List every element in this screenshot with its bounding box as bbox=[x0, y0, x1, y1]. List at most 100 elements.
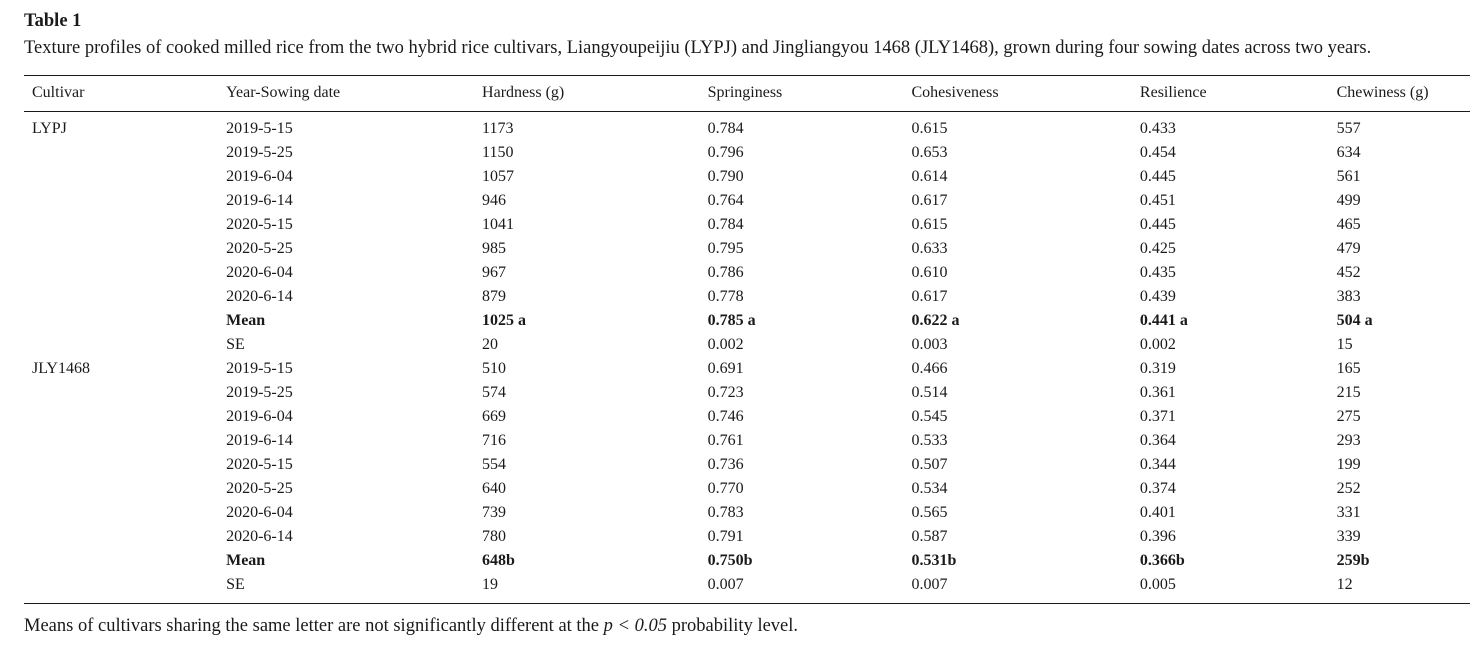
cell-cultivar bbox=[24, 285, 222, 309]
cell-year-sowing-date: 2020-6-14 bbox=[226, 527, 293, 545]
cell-springiness: 0.691 bbox=[707, 359, 744, 377]
cell-springiness: 0.785 a bbox=[707, 311, 756, 329]
cell-cultivar bbox=[24, 165, 222, 189]
table-row: Mean 648b 0.750b 0.531b 0.366b 259b bbox=[24, 549, 1470, 573]
cell-chewiness: 557 bbox=[1336, 119, 1361, 137]
texture-profile-table: Cultivar Year-Sowing date Hardness (g) S… bbox=[24, 74, 1470, 604]
cell-resilience: 0.396 bbox=[1139, 527, 1176, 545]
cell-hardness: 19 bbox=[482, 575, 499, 593]
table-title: Table 1 bbox=[24, 11, 82, 31]
cell-cultivar bbox=[24, 189, 222, 213]
cell-resilience: 0.445 bbox=[1139, 167, 1176, 185]
cell-chewiness: 383 bbox=[1336, 287, 1361, 305]
cell-chewiness: 331 bbox=[1336, 503, 1361, 521]
cell-hardness: 510 bbox=[482, 359, 507, 377]
table-row: Mean 1025 a 0.785 a 0.622 a 0.441 a 504 a bbox=[24, 309, 1470, 333]
cell-springiness: 0.790 bbox=[707, 167, 744, 185]
cell-resilience: 0.433 bbox=[1139, 119, 1176, 137]
cell-year-sowing-date: Mean bbox=[226, 311, 266, 329]
cell-cultivar: LYPJ bbox=[32, 119, 67, 137]
cell-chewiness: 275 bbox=[1336, 407, 1361, 425]
cell-resilience: 0.005 bbox=[1139, 575, 1176, 593]
cell-cohesiveness: 0.533 bbox=[911, 431, 948, 449]
cell-cultivar bbox=[24, 477, 222, 501]
cell-resilience: 0.439 bbox=[1139, 287, 1176, 305]
cell-cohesiveness: 0.615 bbox=[911, 215, 948, 233]
table-row: 2020-6-04 967 0.786 0.610 0.435 452 bbox=[24, 261, 1470, 285]
table-row: 2020-6-14 879 0.778 0.617 0.439 383 bbox=[24, 285, 1470, 309]
table-row: 2019-6-04 1057 0.790 0.614 0.445 561 bbox=[24, 165, 1470, 189]
cell-hardness: 1041 bbox=[482, 215, 515, 233]
col-header-chewiness: Chewiness (g) bbox=[1332, 75, 1470, 112]
col-header-hardness: Hardness (g) bbox=[478, 75, 704, 112]
cell-chewiness: 452 bbox=[1336, 263, 1361, 281]
table-row: SE 20 0.002 0.003 0.002 15 bbox=[24, 333, 1470, 357]
footnote-p-value: p < 0.05 bbox=[603, 615, 668, 636]
cell-resilience: 0.371 bbox=[1139, 407, 1176, 425]
cell-hardness: 669 bbox=[482, 407, 507, 425]
cell-resilience: 0.002 bbox=[1139, 335, 1176, 353]
cell-cohesiveness: 0.507 bbox=[911, 455, 948, 473]
cell-springiness: 0.750b bbox=[707, 551, 753, 569]
table-row: 2020-5-15 554 0.736 0.507 0.344 199 bbox=[24, 453, 1470, 477]
cell-springiness: 0.783 bbox=[707, 503, 744, 521]
cell-cohesiveness: 0.514 bbox=[911, 383, 948, 401]
cell-year-sowing-date: Mean bbox=[226, 551, 266, 569]
cell-cultivar bbox=[24, 501, 222, 525]
table-row: 2019-6-14 946 0.764 0.617 0.451 499 bbox=[24, 189, 1470, 213]
cell-cultivar bbox=[24, 309, 222, 333]
cell-resilience: 0.441 a bbox=[1139, 311, 1188, 329]
cell-cohesiveness: 0.007 bbox=[911, 575, 948, 593]
cell-year-sowing-date: 2020-5-25 bbox=[226, 239, 293, 257]
header-row: Cultivar Year-Sowing date Hardness (g) S… bbox=[24, 75, 1470, 112]
cell-chewiness: 634 bbox=[1336, 143, 1361, 161]
cell-chewiness: 479 bbox=[1336, 239, 1361, 257]
cell-cultivar bbox=[24, 429, 222, 453]
footnote-text-pre: Means of cultivars sharing the same lett… bbox=[24, 615, 604, 636]
cell-chewiness: 259b bbox=[1336, 551, 1370, 569]
cell-cultivar bbox=[24, 333, 222, 357]
cell-springiness: 0.007 bbox=[707, 575, 744, 593]
cell-resilience: 0.361 bbox=[1139, 383, 1176, 401]
cell-cohesiveness: 0.622 a bbox=[911, 311, 960, 329]
col-header-resilience: Resilience bbox=[1135, 75, 1333, 112]
table-row: SE 19 0.007 0.007 0.005 12 bbox=[24, 573, 1470, 604]
cell-year-sowing-date: 2020-5-15 bbox=[226, 455, 293, 473]
cell-springiness: 0.784 bbox=[707, 215, 744, 233]
footnote-text-post: probability level. bbox=[667, 615, 799, 636]
cell-chewiness: 339 bbox=[1336, 527, 1361, 545]
cell-resilience: 0.451 bbox=[1139, 191, 1176, 209]
cell-year-sowing-date: 2019-6-14 bbox=[226, 191, 293, 209]
table-row: 2019-5-25 1150 0.796 0.653 0.454 634 bbox=[24, 141, 1470, 165]
cell-cohesiveness: 0.534 bbox=[911, 479, 948, 497]
cell-hardness: 1057 bbox=[482, 167, 515, 185]
cell-chewiness: 293 bbox=[1336, 431, 1361, 449]
cell-hardness: 716 bbox=[482, 431, 507, 449]
cell-springiness: 0.761 bbox=[707, 431, 744, 449]
cell-year-sowing-date: SE bbox=[226, 335, 245, 353]
cell-year-sowing-date: 2020-5-25 bbox=[226, 479, 293, 497]
cell-year-sowing-date: 2020-6-14 bbox=[226, 287, 293, 305]
cell-chewiness: 165 bbox=[1336, 359, 1361, 377]
cell-springiness: 0.786 bbox=[707, 263, 744, 281]
cell-cohesiveness: 0.545 bbox=[911, 407, 948, 425]
cell-hardness: 780 bbox=[482, 527, 507, 545]
cell-hardness: 967 bbox=[482, 263, 507, 281]
cell-cohesiveness: 0.610 bbox=[911, 263, 948, 281]
cell-cultivar: JLY1468 bbox=[32, 359, 90, 377]
cell-resilience: 0.344 bbox=[1139, 455, 1176, 473]
cell-hardness: 985 bbox=[482, 239, 507, 257]
cell-springiness: 0.770 bbox=[707, 479, 744, 497]
table-row: LYPJ 2019-5-15 1173 0.784 0.615 0.433 557 bbox=[24, 111, 1470, 141]
cell-cohesiveness: 0.531b bbox=[911, 551, 957, 569]
table-row: 2020-5-25 640 0.770 0.534 0.374 252 bbox=[24, 477, 1470, 501]
cell-cultivar bbox=[24, 381, 222, 405]
cell-springiness: 0.723 bbox=[707, 383, 744, 401]
cell-cohesiveness: 0.614 bbox=[911, 167, 948, 185]
cell-cohesiveness: 0.565 bbox=[911, 503, 948, 521]
cell-springiness: 0.795 bbox=[707, 239, 744, 257]
cell-chewiness: 499 bbox=[1336, 191, 1361, 209]
cell-hardness: 20 bbox=[482, 335, 499, 353]
cell-cultivar bbox=[24, 549, 222, 573]
